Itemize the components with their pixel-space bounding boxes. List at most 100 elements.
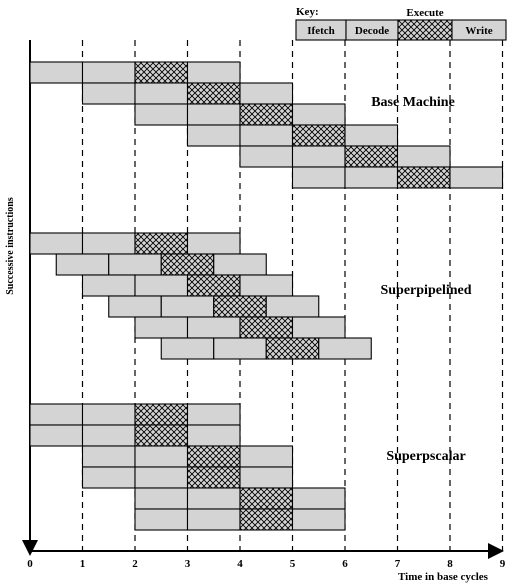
x-tick-label: 4 [237,558,243,570]
section-label-superscalar: Superpscalar [386,449,465,464]
write-stage [265,295,320,318]
legend-title: Key: [296,6,319,18]
write-stage [318,337,372,360]
decode-stage [186,316,241,339]
x-tick-label: 6 [342,558,348,570]
x-tick-label: 9 [500,558,506,570]
write-stage [186,61,241,84]
superpipelined-section: Superpipelined [29,232,472,360]
decode-stage [134,82,189,105]
ifetch-stage [291,166,346,189]
execute-stage [239,487,294,510]
execute-stage [344,145,399,168]
write-stage [291,103,346,126]
ifetch-stage [29,403,84,426]
ifetch-stage [134,103,189,126]
execute-stage [213,295,267,318]
decode-stage [81,403,136,426]
write-stage [239,274,294,297]
execute-stage [186,274,241,297]
superscalar-section: Superpscalar [29,403,466,531]
ifetch-stage [55,253,110,276]
legend-write-label: Write [465,25,492,37]
ifetch-stage [81,82,136,105]
write-stage [239,466,294,489]
execute-stage [186,466,241,489]
y-axis-title: Successive instructions [5,197,16,295]
x-tick-labels: 0 1 2 3 4 5 6 7 8 9 [27,558,506,570]
execute-stage [396,166,451,189]
decode-stage [291,145,346,168]
decode-stage [186,487,241,510]
x-tick-label: 8 [447,558,453,570]
section-label-base-machine: Base Machine [371,95,455,110]
execute-stage [239,316,294,339]
write-stage [186,424,241,447]
x-tick-label: 5 [290,558,296,570]
x-axis-arrowhead [488,543,504,559]
execute-stage [291,124,346,147]
y-axis-arrowhead [22,540,38,556]
write-stage [239,445,294,468]
write-stage [449,166,504,189]
ifetch-stage [186,124,241,147]
decode-stage [186,103,241,126]
x-tick-label: 2 [132,558,138,570]
ifetch-stage [81,445,136,468]
x-tick-label: 3 [185,558,191,570]
execute-stage [134,61,189,84]
legend: Key: Execute Ifetch Decode Write [295,6,507,41]
x-tick-label: 7 [395,558,401,570]
write-stage [344,124,399,147]
ifetch-stage [81,466,136,489]
decode-stage [160,295,215,318]
decode-stage [239,124,294,147]
execute-stage [160,253,215,276]
decode-stage [344,166,399,189]
write-stage [239,82,294,105]
ifetch-stage [108,295,162,318]
execute-stage [134,424,189,447]
decode-stage [213,337,267,360]
ifetch-stage [81,274,136,297]
ifetch-stage [134,487,189,510]
execute-stage [265,337,320,360]
decode-stage [134,445,189,468]
ifetch-stage [239,145,294,168]
ifetch-stage [29,424,84,447]
decode-stage [108,253,162,276]
execute-stage [186,445,241,468]
legend-execute-box [397,19,453,41]
x-tick-label: 1 [80,558,86,570]
decode-stage [134,274,189,297]
write-stage [213,253,267,276]
section-label-superpipelined: Superpipelined [380,283,471,298]
ifetch-stage [29,232,84,255]
x-tick-label: 0 [27,558,33,570]
legend-execute-label: Execute [406,7,443,19]
execute-stage [134,232,189,255]
execute-stage [134,403,189,426]
ifetch-stage [134,316,189,339]
decode-stage [81,424,136,447]
legend-write-box [451,19,507,41]
legend-decode-label: Decode [355,25,389,37]
decode-stage [134,466,189,489]
ifetch-stage [134,508,189,531]
base-machine-section: Base Machine [29,61,504,189]
write-stage [291,487,346,510]
write-stage [186,403,241,426]
ifetch-stage [29,61,84,84]
decode-stage [186,508,241,531]
execute-stage [239,508,294,531]
write-stage [291,508,346,531]
decode-stage [81,61,136,84]
decode-stage [81,232,136,255]
execute-stage [239,103,294,126]
write-stage [291,316,346,339]
ifetch-stage [160,337,215,360]
write-stage [396,145,451,168]
write-stage [186,232,241,255]
x-axis-title: Time in base cycles [398,571,489,583]
